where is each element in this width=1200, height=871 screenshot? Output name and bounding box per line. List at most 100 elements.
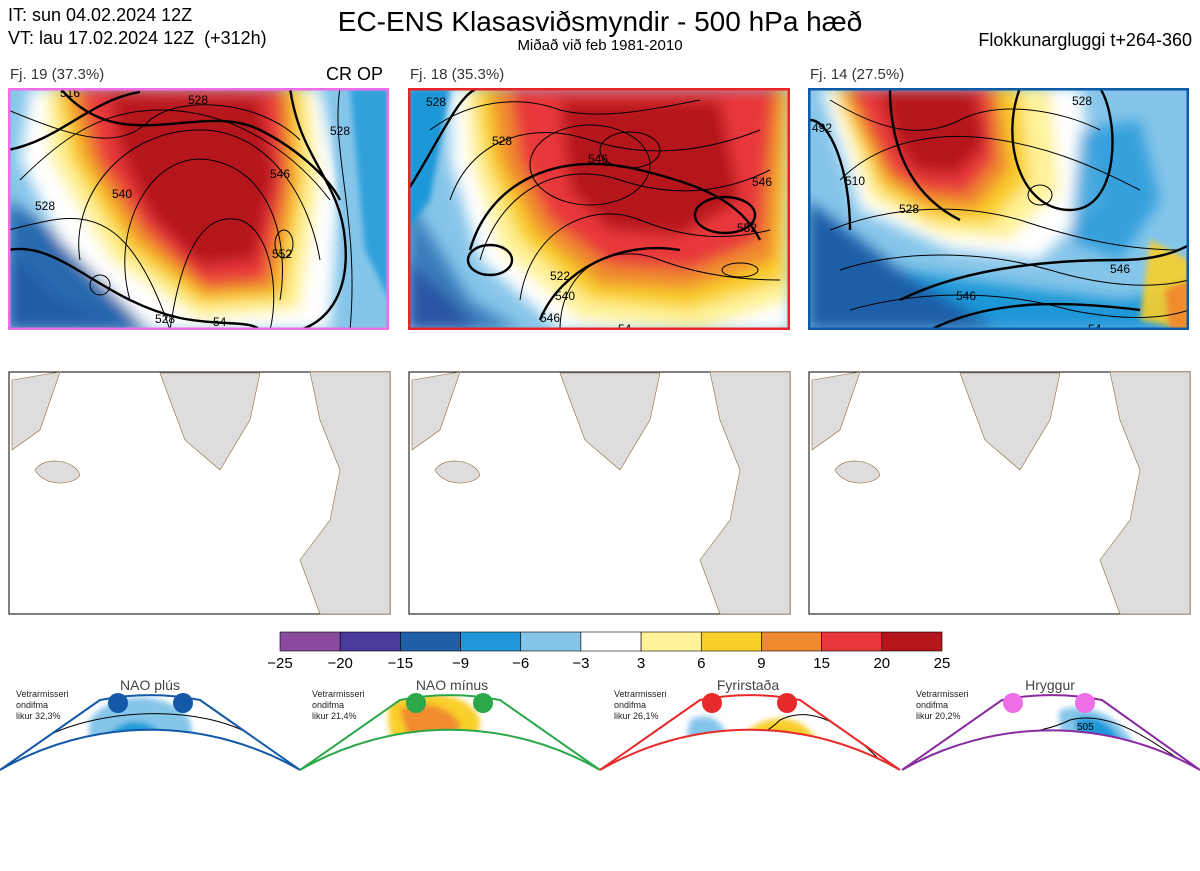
regime-note-3-line1: Vetrarmisseri bbox=[614, 689, 667, 699]
svg-text:550: 550 bbox=[120, 804, 137, 815]
svg-text:510: 510 bbox=[109, 772, 126, 783]
regime-note-3-line3: likur 26,1% bbox=[614, 711, 659, 721]
svg-text:54: 54 bbox=[618, 322, 632, 336]
svg-text:492: 492 bbox=[812, 121, 832, 135]
regime-dot-4b bbox=[1075, 693, 1095, 713]
svg-text:540: 540 bbox=[112, 187, 132, 201]
svg-text:522: 522 bbox=[550, 269, 570, 283]
regime-note-2-line1: Vetrarmisseri bbox=[312, 689, 365, 699]
regime-dot-4a bbox=[1003, 693, 1023, 713]
svg-text:54: 54 bbox=[1088, 322, 1102, 336]
colorbar-tick-label: −9 bbox=[452, 655, 469, 672]
cluster-map-3: 492 510 528 528 546 546 54 bbox=[808, 88, 1189, 336]
regime-note-1-line3: likur 32,3% bbox=[16, 711, 61, 721]
svg-text:552: 552 bbox=[737, 221, 757, 235]
svg-text:550: 550 bbox=[722, 810, 739, 821]
svg-text:546: 546 bbox=[1110, 262, 1130, 276]
svg-text:528: 528 bbox=[492, 134, 512, 148]
svg-text:520: 520 bbox=[718, 774, 735, 785]
svg-text:552: 552 bbox=[272, 247, 292, 261]
regime-dot-3a bbox=[702, 693, 722, 713]
empty-map-2 bbox=[408, 371, 791, 615]
page-subtitle: Miðað við feb 1981-2010 bbox=[517, 37, 683, 54]
colorbar-tick-label: −6 bbox=[512, 655, 529, 672]
svg-text:546: 546 bbox=[540, 311, 560, 325]
header-valid-time: VT: lau 17.02.2024 12Z (+312h) bbox=[8, 28, 267, 48]
regime-note-1-line2: ondifma bbox=[16, 700, 48, 710]
colorbar-tick-label: 3 bbox=[637, 655, 645, 672]
svg-text:528: 528 bbox=[330, 124, 350, 138]
colorbar-tick-label: −15 bbox=[388, 655, 413, 672]
colorbar-tick-label: 9 bbox=[757, 655, 765, 672]
classification-window: Flokkunargluggi t+264-360 bbox=[978, 30, 1192, 50]
regime-dot-1b bbox=[173, 693, 193, 713]
header-init-time: IT: sun 04.02.2024 12Z bbox=[8, 5, 193, 25]
colorbar-tick-label: −25 bbox=[267, 655, 292, 672]
cluster-label-1: Fj. 19 (37.3%) bbox=[10, 66, 105, 83]
empty-map-1 bbox=[8, 371, 391, 615]
regime-dot-3b bbox=[777, 693, 797, 713]
regime-fan-4: 505 535 560 bbox=[901, 694, 1200, 849]
svg-text:528: 528 bbox=[188, 93, 208, 107]
svg-text:546: 546 bbox=[956, 289, 976, 303]
svg-text:546: 546 bbox=[270, 167, 290, 181]
colorbar-swatch bbox=[640, 631, 702, 652]
svg-text:528: 528 bbox=[155, 312, 175, 326]
regime-fan-3: 520 550 560 bbox=[599, 694, 901, 843]
regime-dot-1a bbox=[108, 693, 128, 713]
cluster-label-3: Fj. 14 (27.5%) bbox=[810, 66, 905, 83]
colorbar-swatch bbox=[881, 631, 943, 652]
cluster-tag-1: CR OP bbox=[326, 64, 384, 84]
cluster-map-2: 528 528 546 546 552 522 546 540 54 bbox=[408, 88, 790, 336]
svg-text:505: 505 bbox=[1077, 722, 1094, 733]
svg-text:560: 560 bbox=[738, 832, 755, 843]
regime-note-2-line3: likur 21,4% bbox=[312, 711, 357, 721]
colorbar-tick-label: −20 bbox=[327, 655, 352, 672]
svg-text:545: 545 bbox=[437, 815, 454, 826]
svg-text:535: 535 bbox=[1100, 776, 1117, 787]
svg-text:54: 54 bbox=[213, 315, 227, 329]
page-title: EC-ENS Klasasviðsmyndir - 500 hPa hæð bbox=[337, 6, 863, 37]
colorbar-tick-label: 20 bbox=[873, 655, 890, 672]
colorbar-tick-label: −3 bbox=[572, 655, 589, 672]
regime-name-2: NAO mínus bbox=[416, 677, 488, 693]
regime-note-4-line3: likur 20,2% bbox=[916, 711, 961, 721]
regime-name-4: Hryggur bbox=[1025, 677, 1075, 693]
svg-text:516: 516 bbox=[60, 86, 80, 100]
colorbar-swatch bbox=[580, 631, 642, 652]
regime-fan-1: 510 550 bbox=[0, 694, 301, 815]
colorbar: −25 −20 −15 −9 −6 −3 3 6 9 15 20 25 bbox=[267, 631, 951, 672]
regime-note-2-line2: ondifma bbox=[312, 700, 344, 710]
empty-map-3 bbox=[808, 371, 1191, 615]
regime-note-4-line1: Vetrarmisseri bbox=[916, 689, 969, 699]
colorbar-tick-label: 6 bbox=[697, 655, 705, 672]
cluster-label-2: Fj. 18 (35.3%) bbox=[410, 66, 505, 83]
regime-note-3-line2: ondifma bbox=[614, 700, 646, 710]
svg-text:528: 528 bbox=[426, 95, 446, 109]
regime-note-1-line1: Vetrarmisseri bbox=[16, 689, 69, 699]
colorbar-swatch bbox=[520, 631, 582, 652]
svg-text:546: 546 bbox=[752, 175, 772, 189]
colorbar-tick-label: 25 bbox=[934, 655, 951, 672]
colorbar-swatch bbox=[400, 631, 461, 652]
regime-dot-2b bbox=[473, 693, 493, 713]
colorbar-swatch bbox=[821, 631, 883, 652]
regime-name-3: Fyrirstaða bbox=[717, 677, 779, 693]
svg-text:546: 546 bbox=[588, 152, 608, 166]
cluster-map-1: 528 516 546 540 528 552 528 54 528 bbox=[8, 86, 389, 330]
regime-name-1: NAO plús bbox=[120, 677, 180, 693]
colorbar-swatch bbox=[460, 631, 522, 652]
colorbar-swatch bbox=[339, 631, 401, 652]
colorbar-swatch bbox=[761, 631, 822, 652]
svg-text:528: 528 bbox=[35, 199, 55, 213]
regime-note-4-line2: ondifma bbox=[916, 700, 948, 710]
svg-text:528: 528 bbox=[1072, 94, 1092, 108]
svg-text:540: 540 bbox=[555, 289, 575, 303]
svg-text:565: 565 bbox=[446, 850, 463, 861]
regime-dot-2a bbox=[406, 693, 426, 713]
svg-text:560: 560 bbox=[1092, 838, 1109, 849]
svg-text:510: 510 bbox=[845, 174, 865, 188]
colorbar-swatch bbox=[279, 631, 341, 652]
svg-text:525: 525 bbox=[452, 771, 469, 782]
